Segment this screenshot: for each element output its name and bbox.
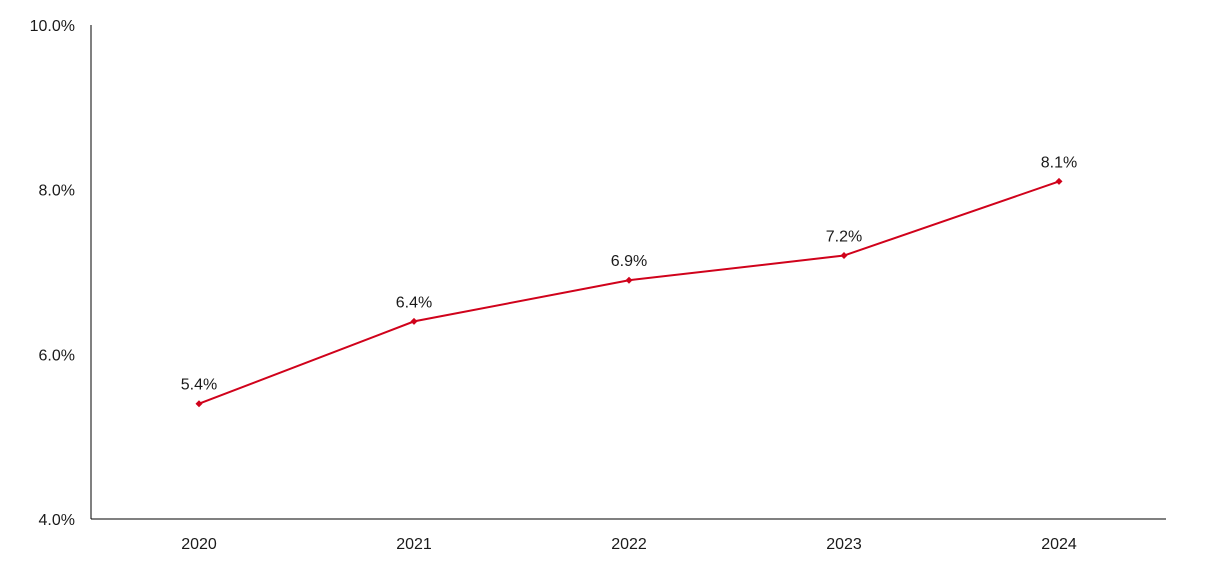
x-axis-tick-labels: 2020 2021 2022 2023 2024 (181, 536, 1077, 553)
data-label: 5.4% (181, 377, 217, 394)
x-tick-label: 2022 (611, 536, 647, 553)
x-tick-label: 2021 (396, 536, 432, 553)
data-label: 6.4% (396, 294, 432, 311)
series-group (195, 177, 1063, 408)
data-point-marker (625, 276, 633, 284)
x-tick-label: 2020 (181, 536, 217, 553)
y-tick-label: 8.0% (39, 183, 75, 200)
data-point-marker (410, 317, 418, 325)
series-line (198, 180, 1060, 405)
data-label: 8.1% (1041, 154, 1077, 171)
y-tick-label: 10.0% (30, 18, 75, 35)
data-point-marker (1055, 177, 1063, 185)
y-tick-label: 6.0% (39, 347, 75, 364)
data-point-marker (195, 400, 203, 408)
x-tick-label: 2024 (1041, 536, 1077, 553)
data-point-marker (840, 252, 848, 260)
y-axis-tick-labels: 4.0% 6.0% 8.0% 10.0% (30, 18, 75, 529)
data-label: 7.2% (826, 229, 862, 246)
y-tick-label: 4.0% (39, 512, 75, 529)
data-label: 6.9% (611, 253, 647, 270)
x-tick-label: 2023 (826, 536, 862, 553)
data-labels-group: 5.4% 6.4% 6.9% 7.2% 8.1% (181, 154, 1077, 393)
